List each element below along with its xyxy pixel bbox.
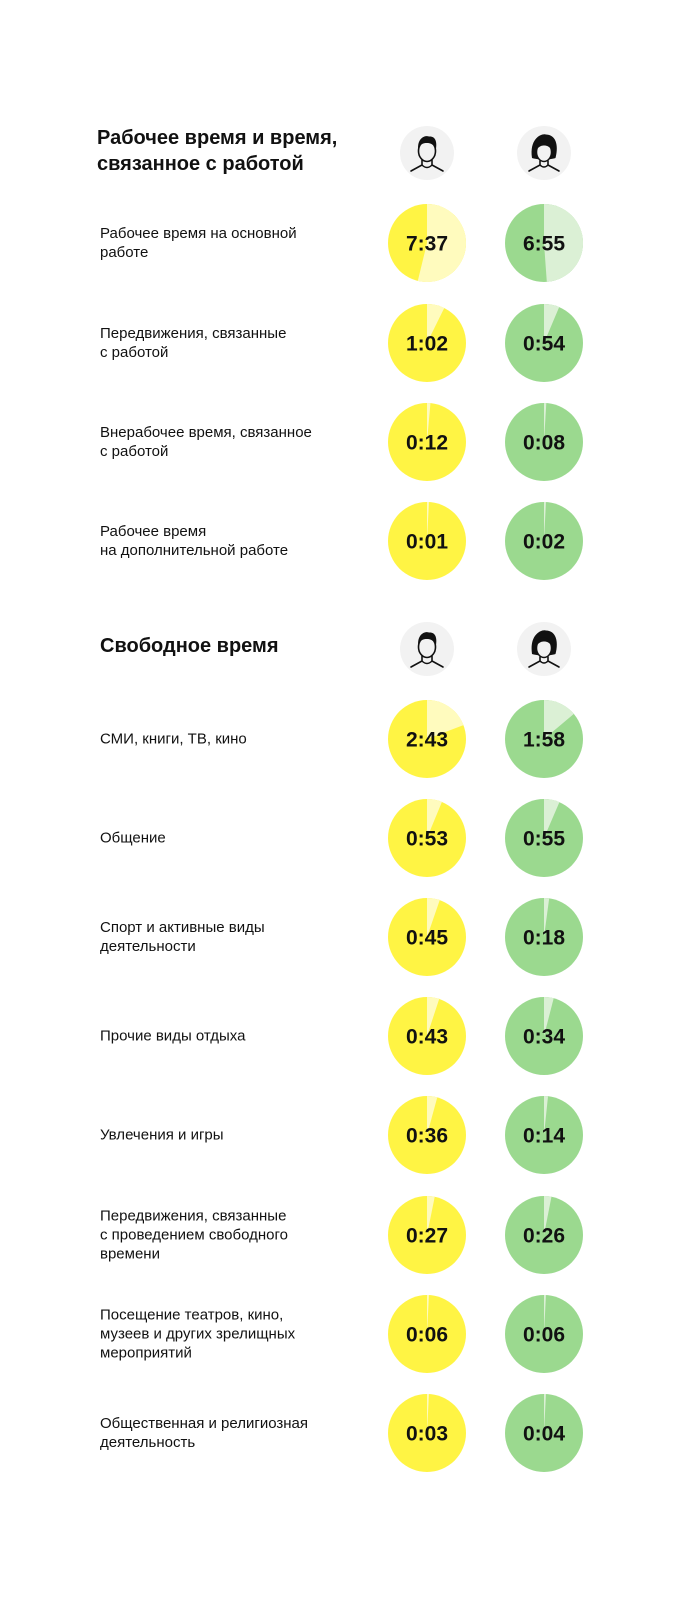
pie-men: 1:02 [388, 304, 468, 384]
pie-women-slice [544, 403, 547, 442]
pie-men-slice [427, 1394, 429, 1433]
pie-men-value: 0:45 [406, 927, 448, 950]
woman-icon [516, 621, 572, 677]
pie-women-slice [544, 898, 550, 937]
pie-women: 0:18 [505, 898, 585, 978]
pie-women-value: 1:58 [523, 729, 565, 752]
pie-men-value: 0:12 [406, 432, 448, 455]
pie-women-value: 0:18 [523, 927, 565, 950]
pie-women-slice [544, 1295, 546, 1334]
row-label: СМИ, книги, ТВ, кино [100, 730, 247, 748]
pie-women: 1:58 [505, 700, 585, 780]
pie-women: 0:14 [505, 1096, 585, 1176]
pie-men: 0:12 [388, 402, 468, 483]
pie-men: 0:03 [388, 1394, 468, 1474]
man-icon [399, 125, 455, 181]
pie-women-slice [544, 203, 584, 282]
pie-men-slice [427, 898, 440, 937]
pie-women: 6:55 [505, 203, 585, 284]
pie-men-slice [427, 700, 464, 739]
pie-women-value: 6:55 [523, 233, 565, 256]
pie-men-value: 0:06 [406, 1324, 448, 1347]
pie-men-slice [427, 1295, 429, 1334]
pie-women-slice [544, 502, 546, 541]
row-label: Внерабочее время, связанное с работой [100, 424, 312, 460]
pie-women: 0:06 [505, 1295, 585, 1375]
row-label: Увлечения и игры [100, 1126, 224, 1144]
pie-women-value: 0:08 [523, 432, 565, 455]
pie-women-value: 0:34 [523, 1026, 565, 1049]
pie-women-value: 0:04 [523, 1423, 565, 1446]
pie-men: 0:43 [388, 997, 468, 1077]
pie-men-value: 0:03 [406, 1423, 448, 1446]
pie-men: 0:06 [388, 1295, 468, 1375]
pie-women: 0:26 [505, 1196, 585, 1276]
pie-men-slice [427, 402, 431, 442]
row-label: Общение [100, 829, 166, 847]
section-title: Рабочее время и время, связанное с работ… [97, 127, 338, 175]
pie-women-slice [544, 997, 554, 1036]
row-label: Общественная и религиозная деятельность [100, 1415, 309, 1451]
pie-women-value: 0:14 [523, 1125, 565, 1148]
pie-women: 0:02 [505, 502, 585, 582]
row-label: Посещение театров, кино, музеев и других… [100, 1306, 296, 1362]
pie-women-value: 0:55 [523, 828, 565, 851]
pie-women-value: 0:06 [523, 1324, 565, 1347]
pie-men: 0:45 [388, 898, 468, 978]
pie-women: 0:04 [505, 1394, 585, 1474]
pie-women-slice [544, 1196, 552, 1235]
pie-men: 0:01 [388, 502, 468, 582]
pie-men-value: 0:01 [406, 531, 448, 554]
pie-men: 2:43 [388, 700, 468, 780]
pie-men: 0:27 [388, 1196, 468, 1276]
pie-men-value: 1:02 [406, 333, 448, 356]
row-label: Рабочее время на основной работе [100, 225, 297, 261]
man-icon [399, 621, 455, 677]
pie-men-slice [427, 304, 445, 343]
pie-men-value: 0:27 [406, 1225, 448, 1248]
pie-men: 7:37 [388, 204, 468, 284]
pie-men-value: 0:36 [406, 1125, 448, 1148]
pie-women: 0:34 [505, 997, 585, 1077]
pie-men-slice [427, 799, 442, 838]
pie-men-slice [427, 502, 429, 541]
pie-men-value: 7:37 [406, 233, 448, 256]
pie-women-slice [544, 799, 560, 838]
pie-women-slice [544, 1096, 549, 1135]
row-label: Передвижения, связанные с проведением св… [100, 1207, 288, 1263]
pie-women: 0:54 [505, 304, 585, 384]
row-label: Прочие виды отдыха [100, 1027, 246, 1045]
pie-men-value: 2:43 [406, 729, 448, 752]
row-label: Рабочее время на дополнительной работе [100, 523, 289, 559]
pie-women-value: 0:02 [523, 531, 565, 554]
section-title: Свободное время [100, 635, 279, 657]
pie-women-slice [544, 1394, 546, 1433]
pie-women: 0:55 [505, 799, 585, 879]
row-label: Передвижения, связанные с работой [100, 325, 287, 361]
pie-men-slice [417, 204, 466, 282]
pie-men-value: 0:43 [406, 1026, 448, 1049]
pie-women-value: 0:26 [523, 1225, 565, 1248]
pie-men-slice [427, 1096, 438, 1135]
pie-women: 0:08 [505, 403, 585, 483]
pie-men-slice [427, 1196, 435, 1235]
pie-men: 0:53 [388, 799, 468, 879]
pie-women-slice [544, 304, 560, 343]
pie-men-value: 0:53 [406, 828, 448, 851]
row-label: Спорт и активные виды деятельности [100, 919, 265, 955]
pie-women-value: 0:54 [523, 333, 565, 356]
pie-men: 0:36 [388, 1096, 468, 1176]
pie-men-slice [427, 997, 440, 1036]
pie-women-slice [544, 700, 574, 739]
woman-icon [516, 125, 572, 181]
